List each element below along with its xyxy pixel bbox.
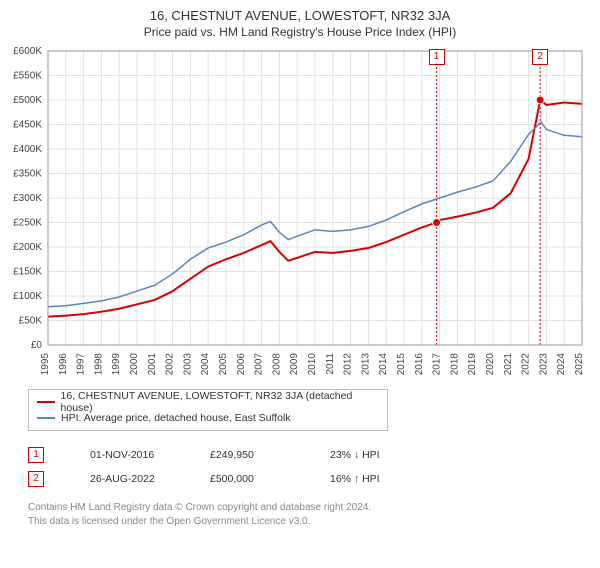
x-tick-label: 2016 (414, 353, 425, 376)
x-tick-label: 2011 (325, 353, 336, 375)
y-tick-label: £600K (13, 46, 42, 57)
x-tick-label: 2007 (254, 353, 265, 376)
x-tick-label: 2009 (289, 353, 300, 376)
x-tick-label: 2020 (485, 353, 496, 376)
x-tick-label: 2010 (307, 353, 318, 376)
legend-row: 16, CHESTNUT AVENUE, LOWESTOFT, NR32 3JA… (37, 394, 379, 410)
event-number-box: 1 (429, 49, 445, 65)
x-tick-label: 2004 (200, 353, 211, 376)
x-tick-label: 2000 (129, 353, 140, 376)
page-title: 16, CHESTNUT AVENUE, LOWESTOFT, NR32 3JA (0, 8, 600, 23)
y-tick-label: £0 (31, 340, 43, 351)
x-tick-label: 1999 (111, 353, 122, 376)
legend: 16, CHESTNUT AVENUE, LOWESTOFT, NR32 3JA… (28, 389, 388, 431)
event-date: 26-AUG-2022 (90, 473, 170, 485)
x-tick-label: 2012 (343, 353, 354, 376)
event-price: £500,000 (210, 473, 290, 485)
x-tick-label: 2014 (378, 353, 389, 376)
footer-line2: This data is licensed under the Open Gov… (28, 515, 572, 529)
event-price: £249,950 (210, 449, 290, 461)
event-date: 01-NOV-2016 (90, 449, 170, 461)
y-tick-label: £550K (13, 71, 42, 82)
y-tick-label: £100K (13, 291, 42, 302)
y-tick-label: £450K (13, 120, 42, 131)
x-tick-label: 2017 (432, 353, 443, 376)
x-tick-label: 2003 (182, 353, 193, 376)
legend-swatch (37, 417, 55, 419)
footer: Contains HM Land Registry data © Crown c… (28, 501, 572, 528)
event-delta: 16% ↑ HPI (330, 473, 410, 485)
event-table-row: 1 01-NOV-2016 £249,950 23% ↓ HPI (28, 443, 572, 467)
chart-svg: £0 £50K £100K £150K £200K £250K £300K £350K £400… (0, 43, 600, 383)
x-tick-label: 1995 (40, 353, 51, 376)
x-tick-label: 2001 (147, 353, 158, 376)
legend-label: 16, CHESTNUT AVENUE, LOWESTOFT, NR32 3JA… (61, 390, 379, 414)
x-tick-label: 2013 (360, 353, 371, 376)
x-tick-label: 2015 (396, 353, 407, 376)
event-number-box: 2 (532, 49, 548, 65)
y-tick-label: £300K (13, 193, 42, 204)
event-number-box: 1 (28, 447, 44, 463)
footer-line1: Contains HM Land Registry data © Crown c… (28, 501, 572, 515)
chart: £0 £50K £100K £150K £200K £250K £300K £350K £400… (0, 43, 600, 383)
x-tick-label: 1996 (58, 353, 69, 376)
sale-marker (433, 219, 441, 227)
x-tick-label: 2005 (218, 353, 229, 376)
legend-label: HPI: Average price, detached house, East… (61, 412, 291, 424)
events-table: 1 01-NOV-2016 £249,950 23% ↓ HPI 2 26-AUG-202… (28, 443, 572, 491)
y-tick-label: £400K (13, 144, 42, 155)
y-tick-label: £150K (13, 267, 42, 278)
x-tick-label: 1998 (93, 353, 104, 376)
event-table-row: 2 26-AUG-2022 £500,000 16% ↑ HPI (28, 467, 572, 491)
x-tick-label: 2019 (467, 353, 478, 376)
y-tick-label: £200K (13, 242, 42, 253)
x-tick-label: 2018 (449, 353, 460, 376)
y-tick-label: £50K (19, 316, 43, 327)
page-subtitle: Price paid vs. HM Land Registry's House … (0, 25, 600, 39)
legend-swatch (37, 401, 55, 403)
x-tick-label: 2025 (574, 353, 585, 376)
y-tick-label: £350K (13, 169, 42, 180)
y-tick-label: £500K (13, 95, 42, 106)
x-tick-label: 2006 (236, 353, 247, 376)
x-tick-label: 2022 (521, 353, 532, 376)
sale-marker (536, 96, 544, 104)
x-tick-label: 2008 (271, 353, 282, 376)
y-tick-label: £250K (13, 218, 42, 229)
x-tick-label: 2023 (538, 353, 549, 376)
x-tick-label: 2024 (556, 353, 567, 376)
x-tick-label: 2002 (165, 353, 176, 376)
event-delta: 23% ↓ HPI (330, 449, 410, 461)
x-tick-label: 2021 (503, 353, 514, 376)
x-tick-label: 1997 (76, 353, 87, 376)
event-number-box: 2 (28, 471, 44, 487)
